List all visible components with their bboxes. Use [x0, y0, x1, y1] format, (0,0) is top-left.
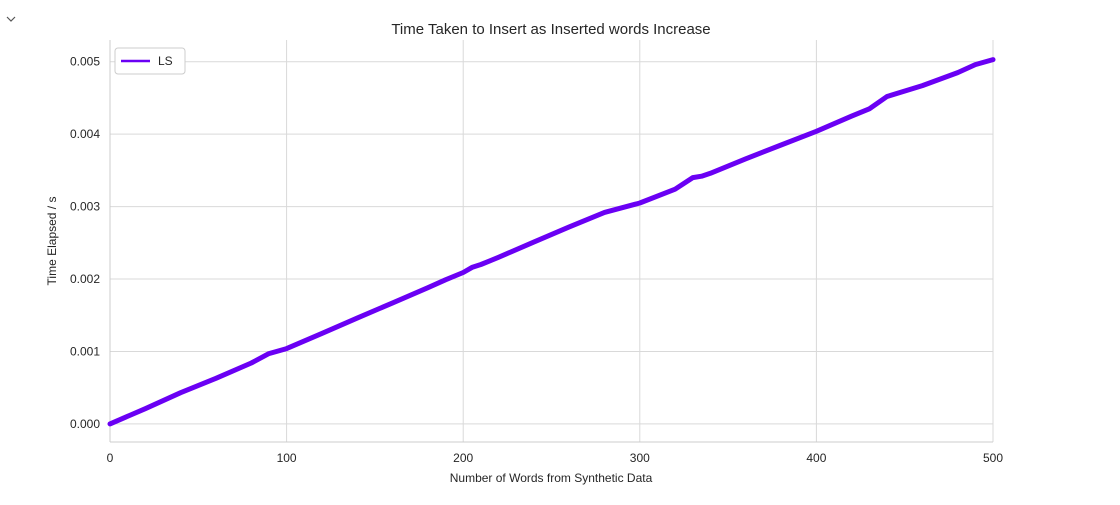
series-line-ls — [107, 57, 996, 427]
chevron-down-icon[interactable] — [6, 14, 16, 24]
x-tick-label: 400 — [806, 451, 826, 465]
y-tick-label: 0.003 — [70, 200, 100, 214]
x-axis-label: Number of Words from Synthetic Data — [450, 471, 653, 485]
x-tick-label: 200 — [453, 451, 473, 465]
legend: LS — [114, 47, 186, 75]
legend-label: LS — [158, 54, 173, 68]
axes — [109, 40, 993, 443]
y-tick-label: 0.004 — [70, 127, 100, 141]
y-tick-label: 0.005 — [70, 55, 100, 69]
x-tick-label: 500 — [983, 451, 1003, 465]
y-axis-label: Time Elapsed / s — [45, 197, 59, 286]
y-tick-label: 0.002 — [70, 272, 100, 286]
y-tick-label: 0.001 — [70, 344, 100, 358]
series-layer — [107, 57, 996, 427]
gridlines — [109, 40, 994, 442]
y-tick-labels: 0.000 0.001 0.002 0.003 0.004 0.005 — [70, 55, 100, 431]
x-tick-label: 0 — [107, 451, 114, 465]
x-tick-label: 100 — [277, 451, 297, 465]
x-tick-labels: 0 100 200 300 400 500 — [107, 451, 1004, 465]
y-tick-label: 0.000 — [70, 417, 100, 431]
x-tick-label: 300 — [630, 451, 650, 465]
chart-title: Time Taken to Insert as Inserted words I… — [391, 21, 710, 38]
